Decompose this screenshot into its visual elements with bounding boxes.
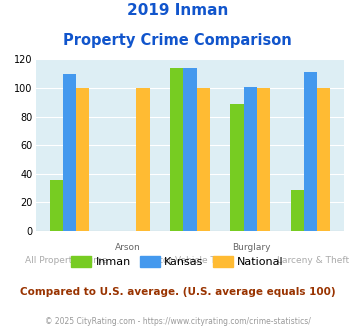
Text: © 2025 CityRating.com - https://www.cityrating.com/crime-statistics/: © 2025 CityRating.com - https://www.city… <box>45 317 310 326</box>
Text: All Property Crime: All Property Crime <box>25 256 108 265</box>
Bar <box>76 88 89 231</box>
Text: Larceny & Theft: Larceny & Theft <box>277 256 350 265</box>
Text: Arson: Arson <box>115 243 141 251</box>
Bar <box>257 88 270 231</box>
Bar <box>290 189 304 231</box>
Text: Property Crime Comparison: Property Crime Comparison <box>63 33 292 48</box>
Legend: Inman, Kansas, National: Inman, Kansas, National <box>67 251 288 272</box>
Text: Motor Vehicle Theft: Motor Vehicle Theft <box>146 256 234 265</box>
Text: 2019 Inman: 2019 Inman <box>127 3 228 18</box>
Bar <box>244 86 257 231</box>
Bar <box>63 74 76 231</box>
Bar <box>230 104 244 231</box>
Bar <box>50 180 63 231</box>
Bar <box>317 88 330 231</box>
Bar <box>183 68 197 231</box>
Bar <box>170 68 183 231</box>
Bar <box>197 88 210 231</box>
Bar <box>304 72 317 231</box>
Text: Burglary: Burglary <box>233 243 271 251</box>
Text: Compared to U.S. average. (U.S. average equals 100): Compared to U.S. average. (U.S. average … <box>20 287 335 297</box>
Bar <box>136 88 149 231</box>
